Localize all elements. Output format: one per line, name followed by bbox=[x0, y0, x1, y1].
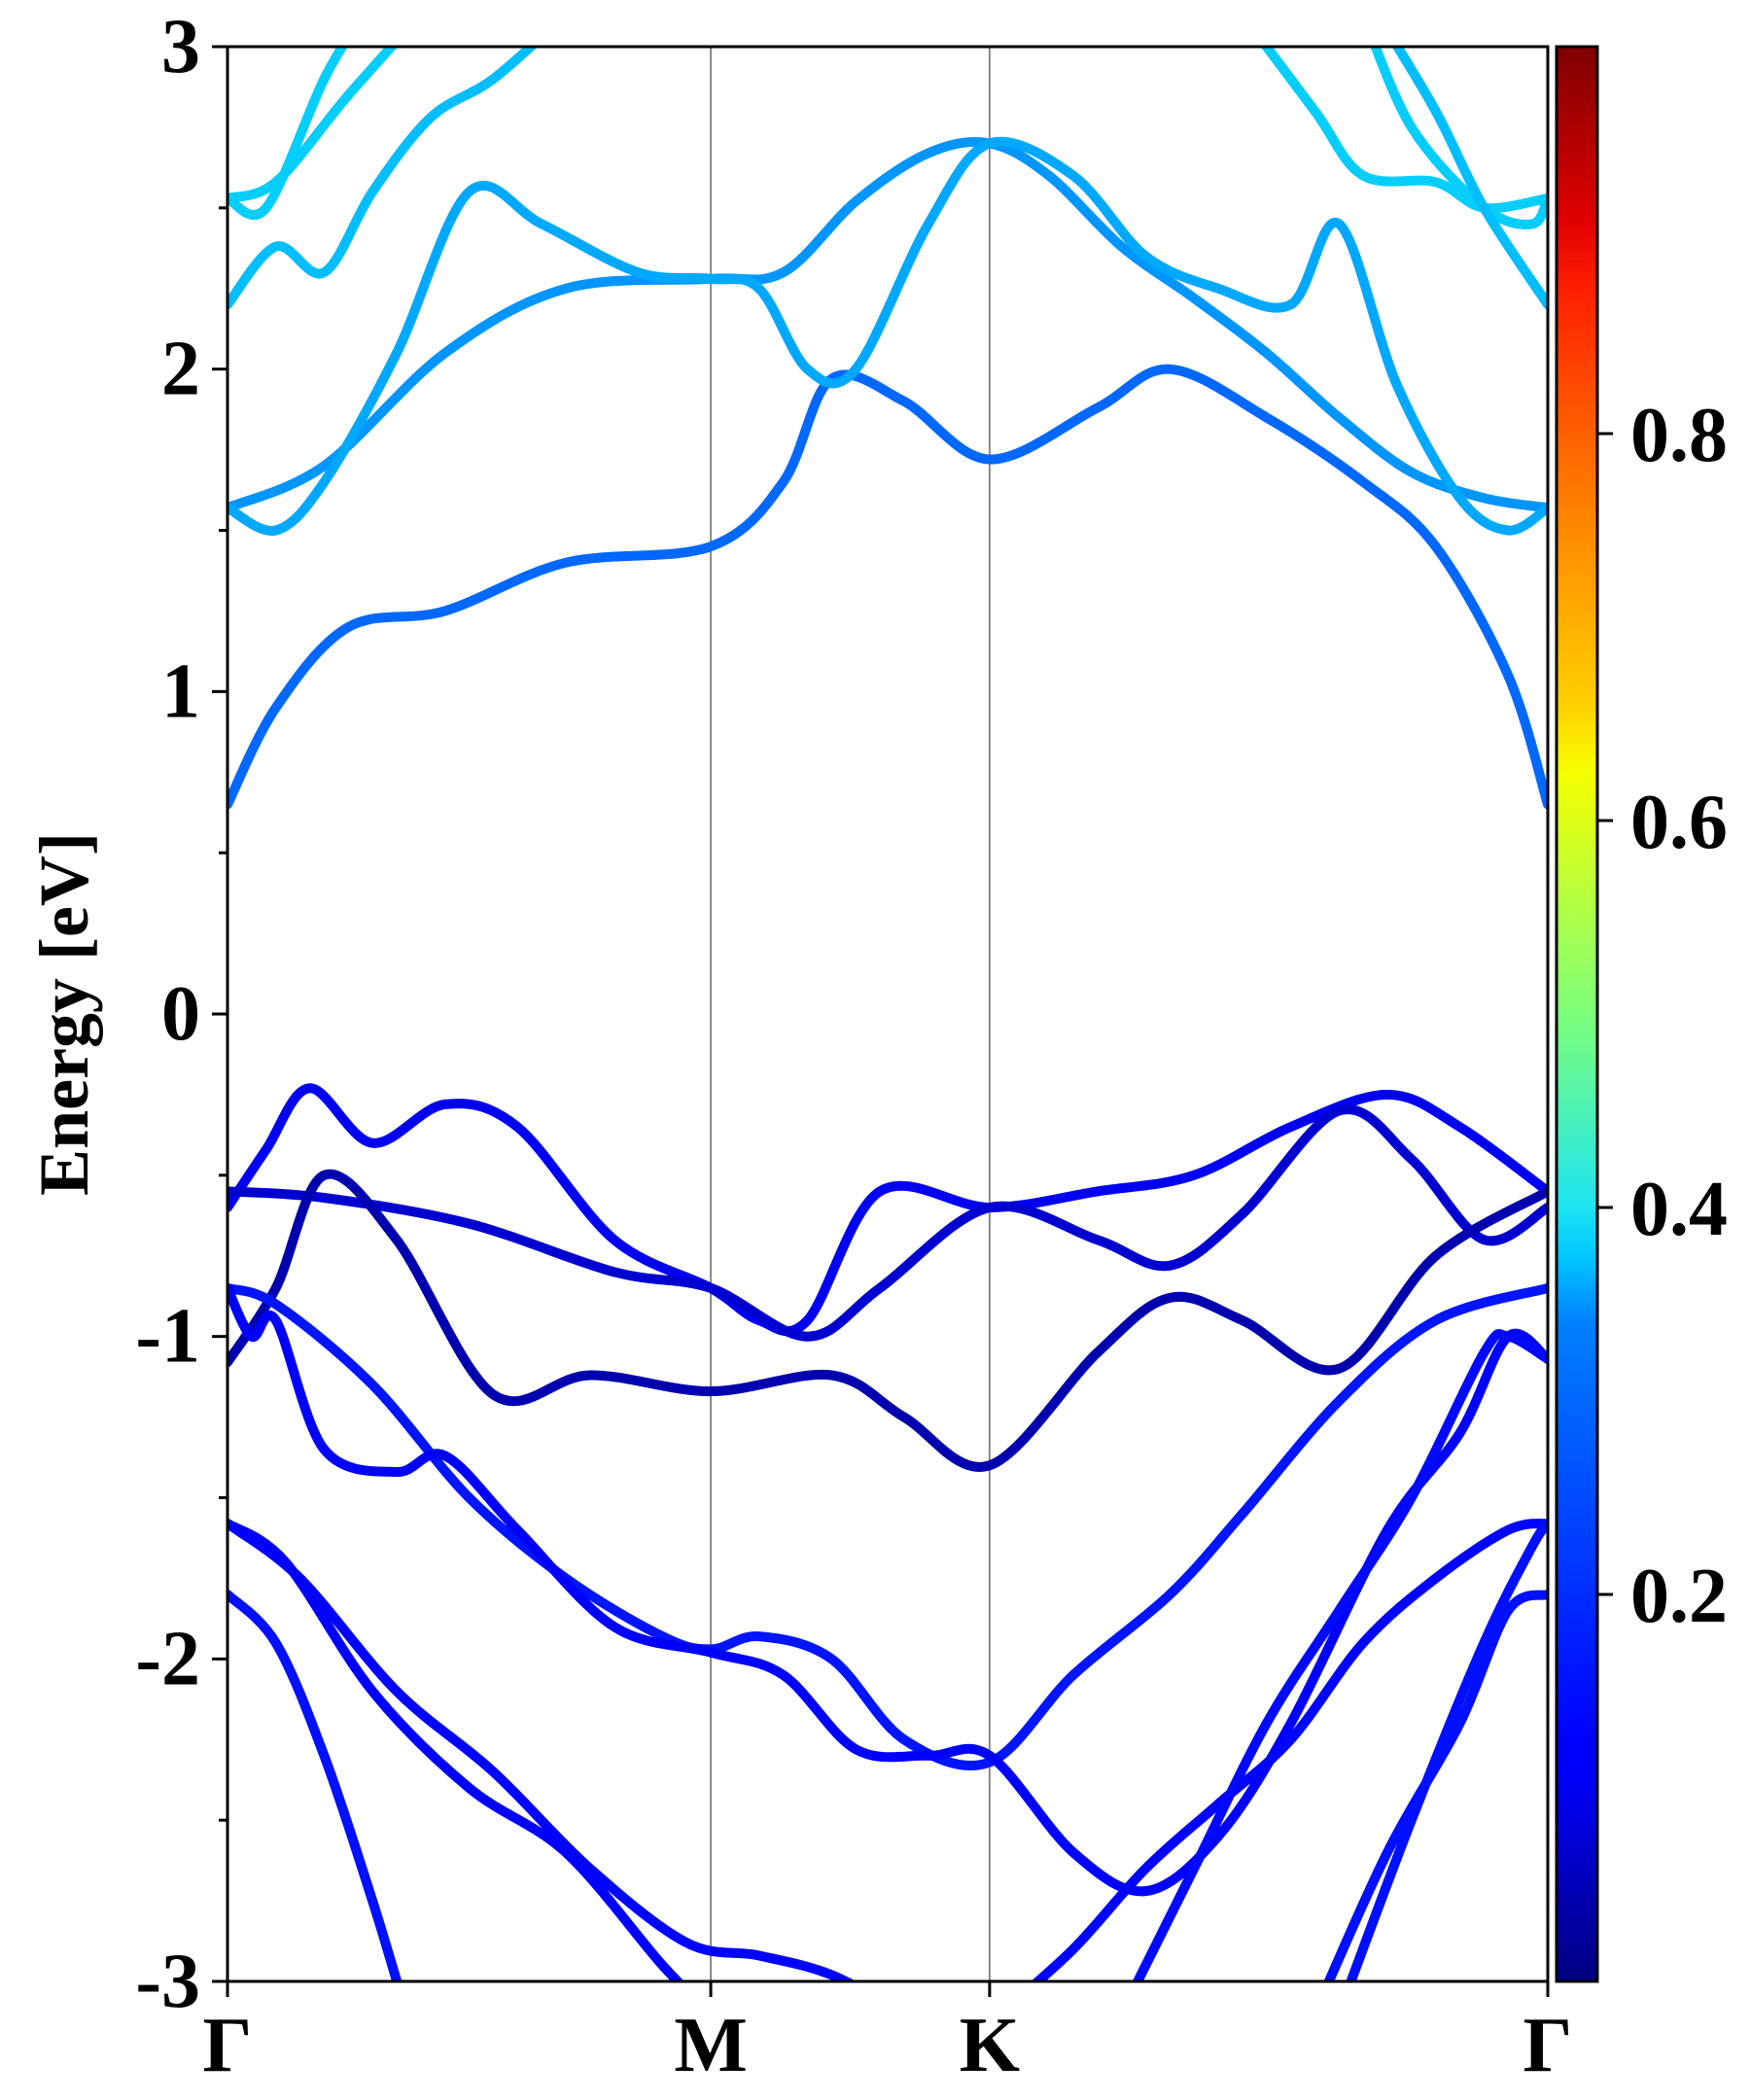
band-line-2 bbox=[228, 137, 1548, 513]
colorbar-gradient bbox=[1555, 45, 1599, 1983]
band-line-10 bbox=[228, 1083, 1548, 1337]
y-tick-label: -2 bbox=[135, 1616, 200, 1701]
band-line-8 bbox=[1370, 47, 1548, 229]
band-line-3 bbox=[228, 136, 1548, 536]
band-line-17 bbox=[228, 1590, 402, 1981]
y-tick-label: 2 bbox=[161, 327, 200, 412]
band-line-6 bbox=[228, 47, 348, 220]
plot-frame bbox=[226, 45, 1550, 1983]
band-lines bbox=[228, 47, 1548, 1981]
colorbar-ticks: 0.8 0.6 0.4 0.2 bbox=[1597, 393, 1728, 1639]
x-tick-label: Γ bbox=[1523, 2003, 1573, 2088]
band-line-13 bbox=[228, 1282, 1548, 1770]
x-tick-label: Γ bbox=[203, 2003, 253, 2088]
y-tick-label: -1 bbox=[135, 1294, 200, 1380]
y-tick-label: 0 bbox=[161, 971, 200, 1057]
band-line-4 bbox=[228, 47, 539, 310]
colorbar: 0.8 0.6 0.4 0.2 bbox=[1555, 45, 1728, 1983]
band-line-18 bbox=[1031, 1519, 1548, 1981]
band-line-12 bbox=[228, 1169, 1548, 1472]
y-axis-ticks: 3 2 1 0 -1 -2 -3 bbox=[135, 4, 228, 2024]
band-line-16 bbox=[228, 1519, 684, 1981]
y-tick-label: 3 bbox=[161, 4, 200, 89]
band-line-5 bbox=[228, 47, 399, 203]
y-tick-label: 1 bbox=[161, 648, 200, 734]
y-axis-label: Energy [eV] bbox=[25, 832, 103, 1196]
high-symmetry-lines bbox=[710, 47, 991, 1981]
colorbar-tick-label: 0.4 bbox=[1630, 1167, 1728, 1252]
band-line-1 bbox=[228, 364, 1548, 810]
band-line-21 bbox=[1346, 1519, 1548, 1981]
colorbar-tick-label: 0.6 bbox=[1630, 780, 1728, 865]
y-tick-label: -3 bbox=[135, 1939, 200, 2024]
colorbar-tick-label: 0.2 bbox=[1630, 1554, 1728, 1639]
x-tick-label: K bbox=[960, 2003, 1020, 2088]
band-line-9 bbox=[1391, 47, 1548, 310]
colorbar-tick-label: 0.8 bbox=[1630, 393, 1728, 478]
band-line-19 bbox=[1132, 1329, 1548, 1981]
band-line-20 bbox=[1323, 1590, 1548, 1981]
x-tick-label: M bbox=[674, 2003, 748, 2088]
band-line-7 bbox=[1260, 47, 1548, 214]
band-line-11 bbox=[228, 1104, 1548, 1342]
